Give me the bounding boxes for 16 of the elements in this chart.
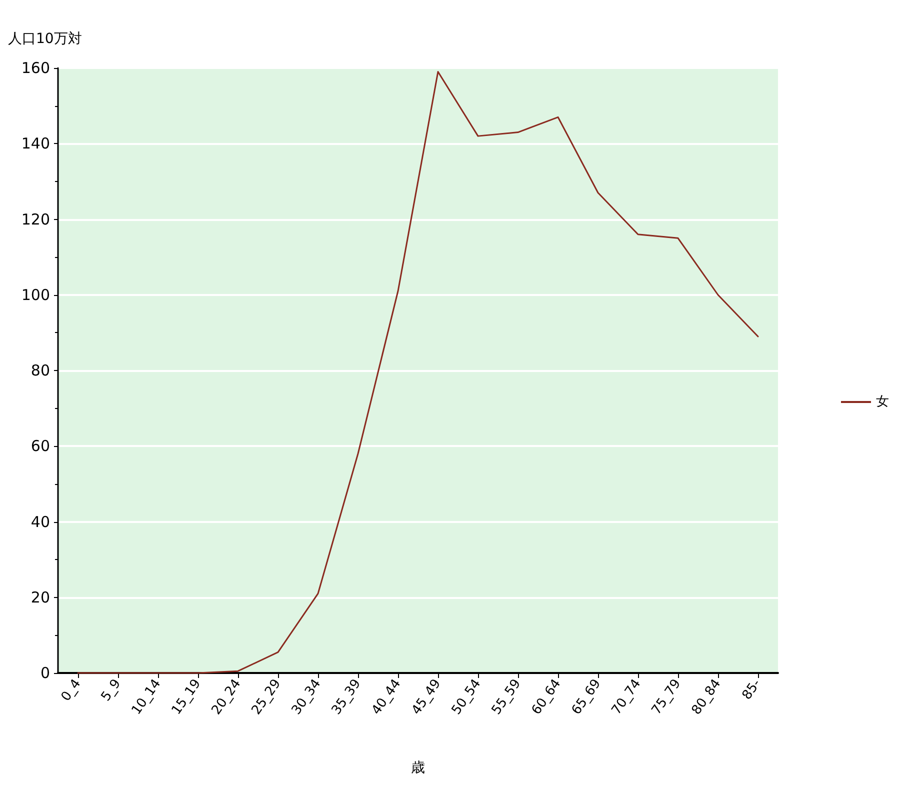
legend-label: 女: [876, 394, 889, 410]
y-tick-label: 100: [21, 286, 50, 304]
x-tick-label: 85-: [740, 676, 764, 703]
x-tick-label: 5_9: [98, 676, 124, 704]
x-axis-title: 歳: [411, 760, 425, 776]
y-tick-label: 20: [30, 588, 50, 606]
line-series: [77, 71, 759, 674]
y-tick-label: 80: [30, 362, 50, 380]
y-tick-label: 140: [21, 134, 50, 153]
y-tick-label: 120: [21, 210, 50, 228]
x-tick-label: 0_4: [58, 676, 84, 704]
y-tick-label: 40: [30, 512, 50, 531]
y-tick-label: 0: [40, 664, 50, 682]
y-axis-title: 人口10万対: [8, 31, 82, 47]
y-tick-label: 160: [21, 59, 50, 77]
y-tick-label: 60: [30, 437, 50, 456]
